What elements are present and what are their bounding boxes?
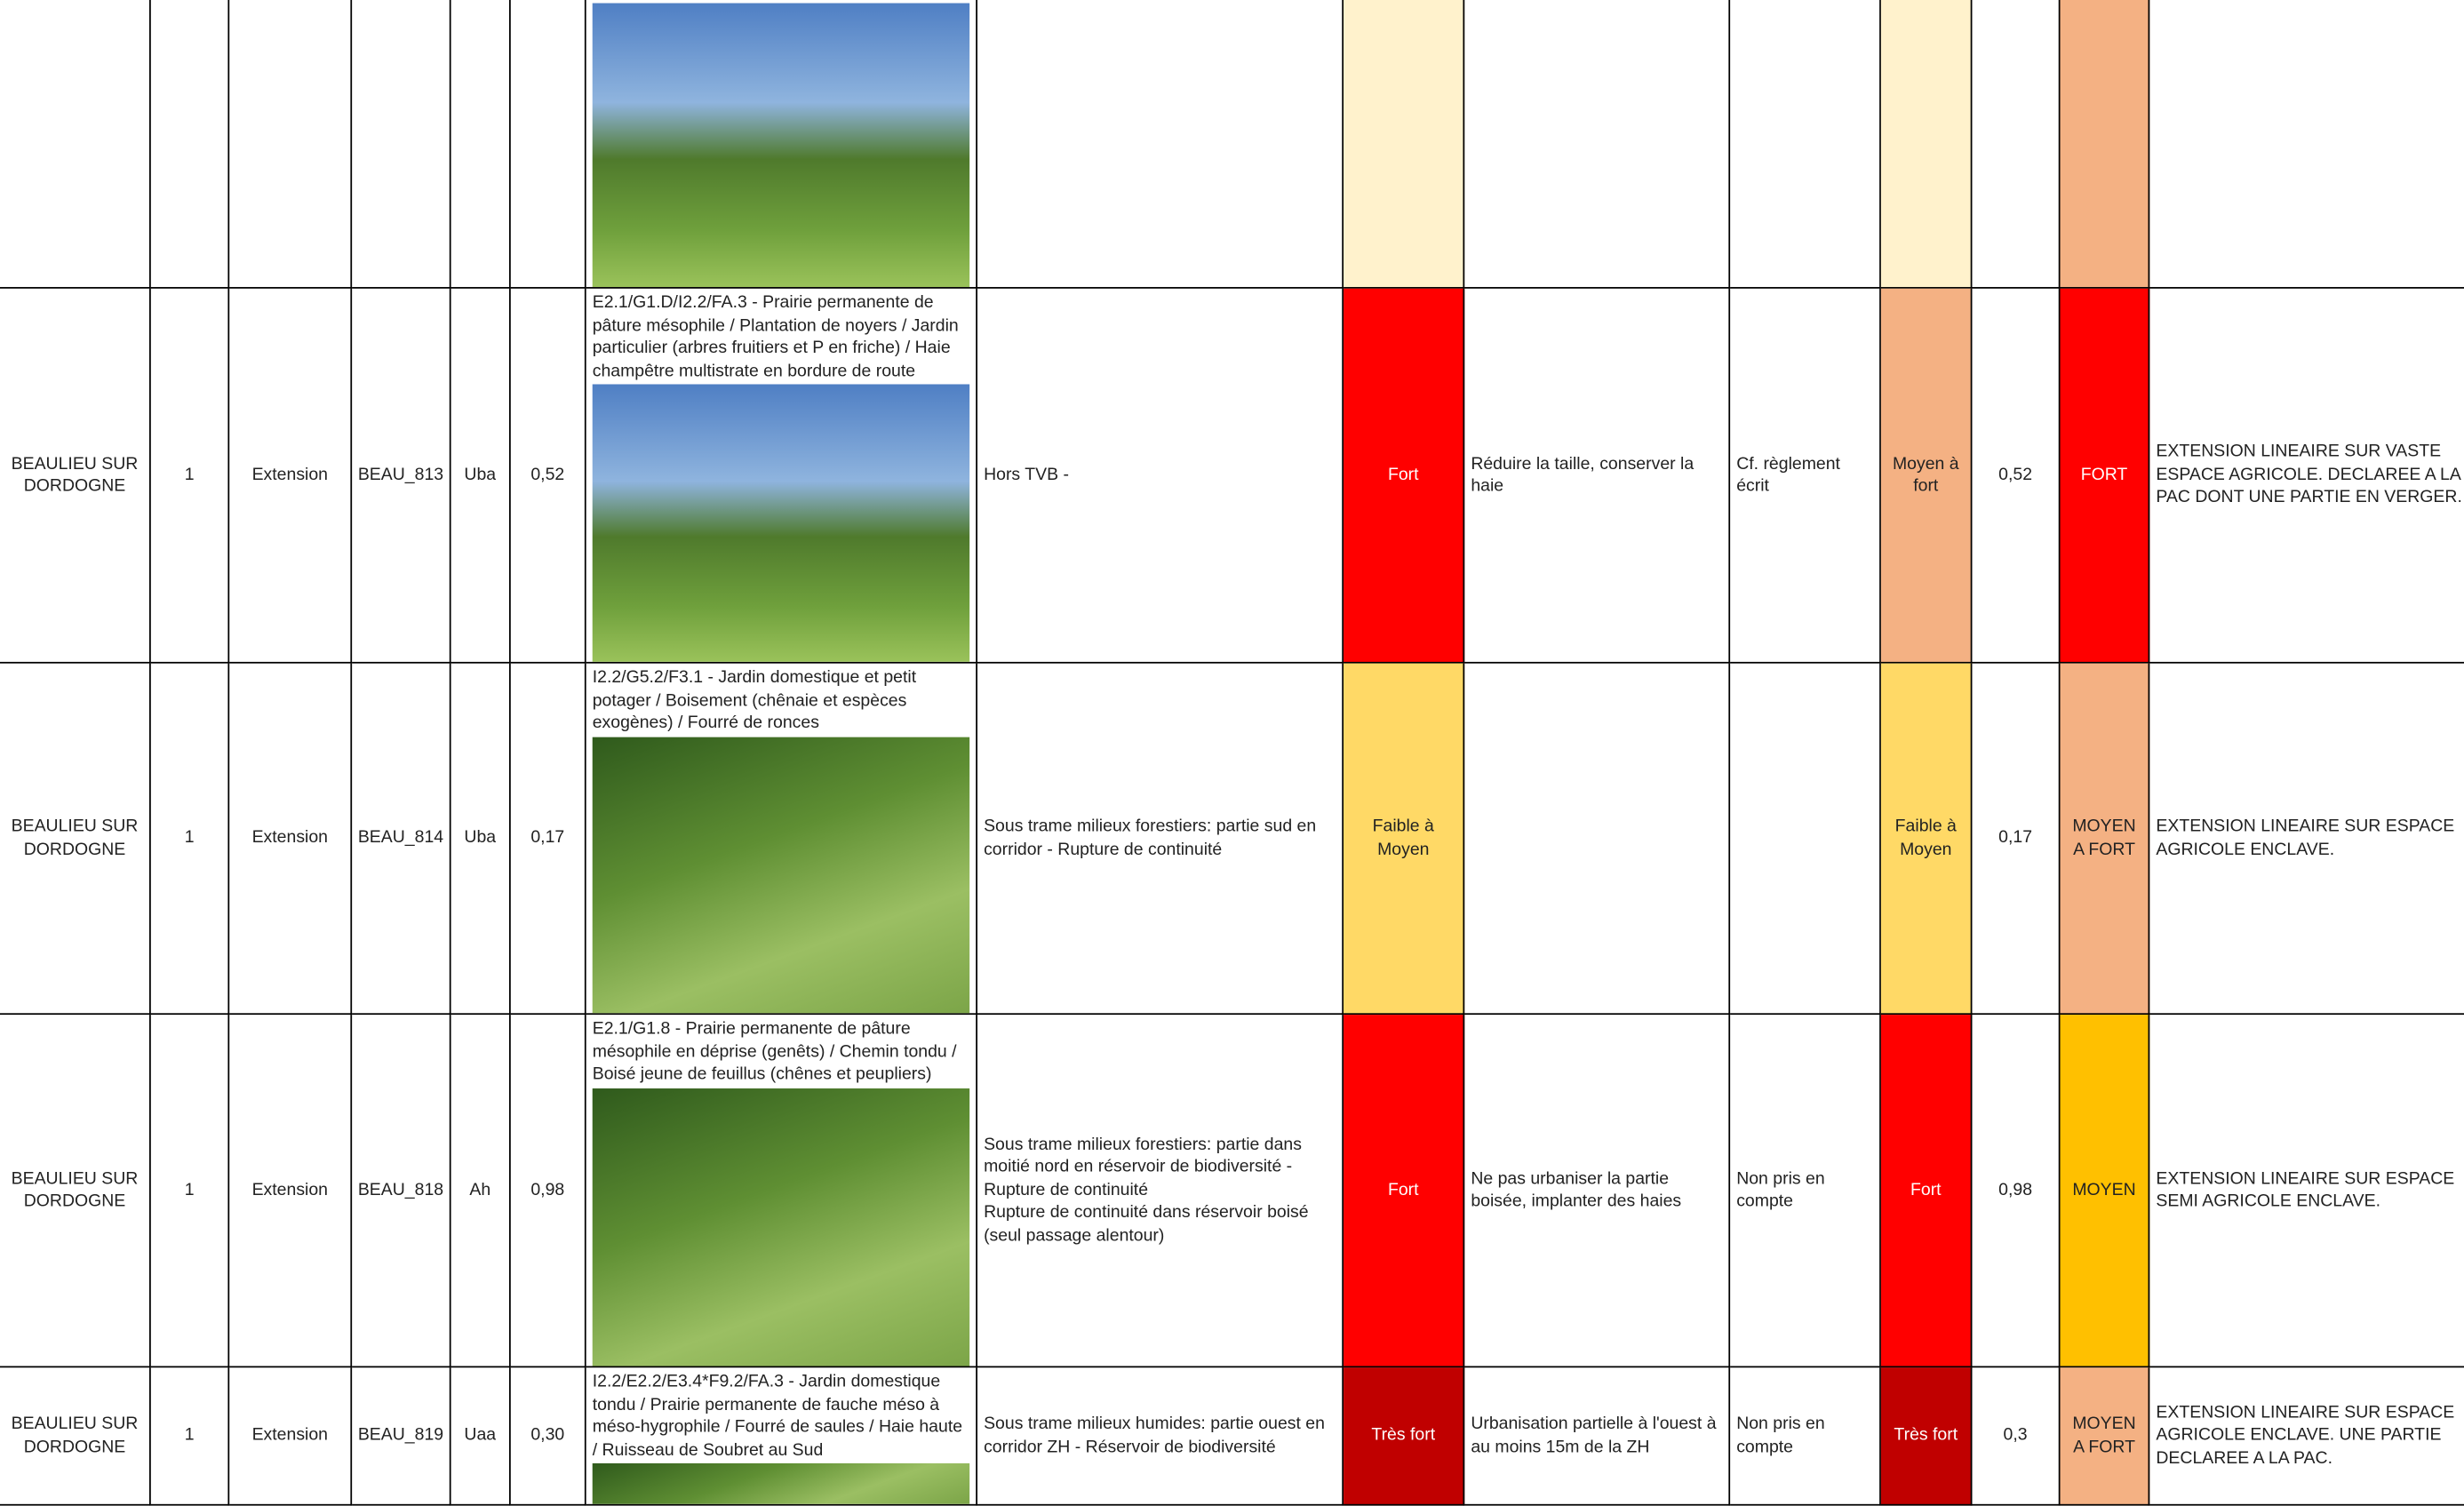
cell-habitat: I2.2/E2.2/E3.4*F9.2/FA.3 - Jardin domest… [586,1367,978,1506]
cell-commune: BEAULIEU SUR DORDOGNE [0,663,151,1016]
cell-reglement: Non pris en compte [1730,1015,1881,1368]
cell-surface2: 0,3 [1972,1367,2061,1506]
cell-id [352,0,451,289]
cell-surface: 0,17 [510,663,586,1016]
cell-mesure: Réduire la taille, conserver la haie [1464,288,1731,664]
cell-habitat: E2.1/G1.8 - Prairie permanente de pâture… [586,1015,978,1368]
cell-n: 1 [150,1367,230,1506]
cell-id: BEAU_814 [352,663,451,1016]
cell-id: BEAU_818 [352,1015,451,1368]
cell-niveau [2060,0,2150,289]
cell-enjeu: Fort [1344,1015,1465,1368]
cell-n: 1 [150,663,230,1016]
habitat-text: I2.2/E2.2/E3.4*F9.2/FA.3 - Jardin domest… [592,1372,963,1460]
cell-n [150,0,230,289]
cell-enjeu: Très fort [1344,1367,1465,1506]
site-photo [592,736,970,1014]
cell-surface: 0,98 [510,1015,586,1368]
cell-habitat: I2.2/G5.2/F3.1 - Jardin domestique et pe… [586,663,978,1016]
cell-surface [510,0,586,289]
cell-tvb [977,0,1344,289]
site-photo [592,1088,970,1367]
cell-type: Extension [229,663,353,1016]
cell-zone: Uba [451,288,511,664]
cell-mesure [1464,0,1731,289]
cell-niveau: MOYEN A FORT [2060,663,2150,1016]
cell-type: Extension [229,288,353,664]
cell-surface: 0,30 [510,1367,586,1506]
cell-reglement [1730,0,1881,289]
site-photo [592,1462,970,1504]
cell-impact: Très fort [1880,1367,1973,1506]
cell-zone: Uaa [451,1367,511,1506]
cell-zone [451,0,511,289]
cell-enjeu: Faible à Moyen [1344,663,1465,1016]
cell-zone: Ah [451,1015,511,1368]
cell-commune: BEAULIEU SUR DORDOGNE [0,1015,151,1368]
site-photo [592,3,970,288]
cell-commentaire: EXTENSION LINEAIRE SUR ESPACE AGRICOLE E… [2149,664,2464,1016]
cell-habitat [586,0,978,289]
cell-commune: BEAULIEU SUR DORDOGNE [0,1367,151,1506]
cell-reglement: Non pris en compte [1730,1367,1881,1506]
cell-enjeu [1344,0,1465,289]
cell-commentaire: EXTENSION LINEAIRE SUR ESPACE SEMI AGRIC… [2149,1015,2464,1368]
cell-zone: Uba [451,663,511,1016]
cell-id: BEAU_819 [352,1367,451,1506]
cell-surface: 0,52 [510,288,586,664]
cell-type: Extension [229,1367,353,1506]
habitat-text: E2.1/G1.8 - Prairie permanente de pâture… [592,1019,957,1084]
cell-type: Extension [229,1015,353,1368]
cell-niveau: MOYEN A FORT [2060,1367,2150,1506]
cell-impact [1880,0,1973,289]
cell-commentaire: EXTENSION LINEAIRE SUR VASTE ESPACE AGRI… [2149,289,2464,664]
cell-enjeu: Fort [1344,288,1465,664]
cell-mesure: Urbanisation partielle à l'ouest à au mo… [1464,1367,1731,1506]
cell-tvb: Hors TVB - [977,288,1344,664]
cell-habitat: E2.1/G1.D/I2.2/FA.3 - Prairie permanente… [586,288,978,664]
habitat-text: E2.1/G1.D/I2.2/FA.3 - Prairie permanente… [592,293,959,381]
cell-id: BEAU_813 [352,288,451,664]
cell-commune: BEAULIEU SUR DORDOGNE [0,288,151,664]
cell-impact: Moyen à fort [1880,288,1973,664]
cell-tvb: Sous trame milieux forestiers: partie su… [977,663,1344,1016]
cell-n: 1 [150,1015,230,1368]
cell-reglement: Cf. règlement écrit [1730,288,1881,664]
cell-impact: Fort [1880,1015,1973,1368]
cell-surface2 [1972,0,2061,289]
cell-surface2: 0,17 [1972,663,2061,1016]
cell-commune [0,0,151,289]
cell-surface2: 0,98 [1972,1015,2061,1368]
site-photo [592,384,970,662]
cell-surface2: 0,52 [1972,288,2061,664]
habitat-text: I2.2/G5.2/F3.1 - Jardin domestique et pe… [592,667,917,733]
cell-niveau: MOYEN [2060,1015,2150,1368]
cell-mesure [1464,663,1731,1016]
cell-n: 1 [150,288,230,664]
cell-tvb: Sous trame milieux forestiers: partie da… [977,1015,1344,1368]
cell-reglement [1730,663,1881,1016]
cell-tvb: Sous trame milieux humides: partie ouest… [977,1367,1344,1506]
cell-type [229,0,353,289]
cell-niveau: FORT [2060,288,2150,664]
cell-impact: Faible à Moyen [1880,663,1973,1016]
cell-mesure: Ne pas urbaniser la partie boisée, impla… [1464,1015,1731,1368]
cell-commentaire: EXTENSION LINEAIRE SUR ESPACE AGRICOLE E… [2149,1367,2464,1506]
cell-commentaire [2149,0,2464,289]
